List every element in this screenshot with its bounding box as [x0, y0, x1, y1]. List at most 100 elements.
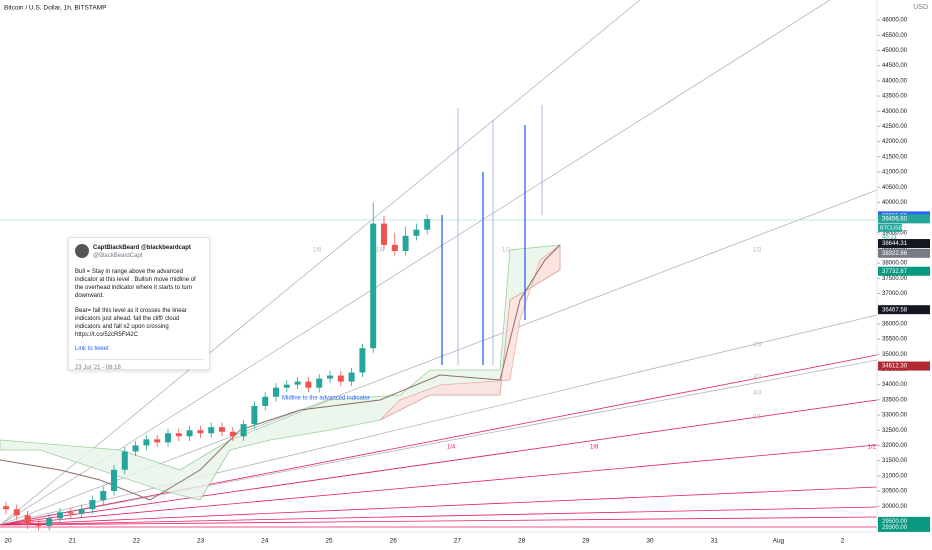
y-tick-label: 43000.00 [882, 109, 908, 115]
trendline [0, 314, 878, 526]
x-tick-label: 29 [582, 538, 590, 545]
candle-body [240, 424, 247, 437]
candle-body [121, 451, 128, 470]
y-tick-label: 33500.00 [882, 397, 908, 403]
annotation: 2/3 [753, 343, 762, 349]
price-label-box [878, 305, 930, 315]
candle-body [57, 512, 63, 519]
baseline [0, 244, 561, 501]
x-tick-label: 22 [133, 538, 141, 545]
symbol-tag-box [878, 223, 902, 232]
price-label: 36467.58 [882, 307, 908, 313]
candle-body [46, 518, 53, 526]
candle-body [13, 509, 20, 516]
candle-body [208, 427, 215, 434]
candle-body [327, 375, 333, 379]
annotation: 1/8 [313, 248, 322, 254]
avatar [75, 244, 89, 258]
trendline [0, 486, 878, 526]
y-tick-label: 40500.00 [882, 185, 908, 191]
x-tick-label: 21 [69, 538, 77, 545]
y-tick-label: 31000.00 [882, 473, 908, 479]
price-label: 39456.60 [882, 216, 908, 222]
y-tick-label: 44500.00 [882, 63, 908, 69]
y-tick-label: 45000.00 [882, 48, 908, 54]
x-tick-label: 23 [197, 538, 205, 545]
trendline [0, 0, 831, 526]
candle-body [262, 396, 269, 406]
annotation: 4/3 [753, 391, 762, 397]
y-tick-label: 32500.00 [882, 428, 908, 434]
candle-body [219, 427, 225, 432]
x-tick-label: 26 [390, 538, 398, 545]
y-tick-label: 30000.00 [882, 504, 908, 510]
y-tick-label: 37000.00 [882, 291, 908, 297]
x-tick-label: 24 [261, 538, 269, 545]
candle-body [391, 244, 398, 251]
tweet-text: Bear= fall this level as it crosses the … [75, 307, 187, 338]
price-label-box [878, 522, 930, 532]
x-tick-label: 31 [711, 538, 719, 545]
price-label-box [878, 266, 930, 276]
price-label: 34612.30 [882, 364, 908, 370]
candle-body [111, 469, 117, 491]
y-tick-label: 43500.00 [882, 94, 908, 100]
candle-body [100, 490, 107, 501]
price-label: 29300.00 [882, 525, 908, 531]
y-tick-label: 35000.00 [882, 352, 908, 358]
y-tick-label: 40000.00 [882, 200, 908, 206]
price-label-box [878, 239, 930, 249]
y-tick-label: 36000.00 [882, 321, 908, 327]
annotation: 8/1 [753, 415, 762, 421]
annotation: 3/3 [753, 375, 762, 381]
price-label: 37732.87 [882, 269, 908, 275]
axis-unit: USD [913, 4, 928, 11]
candle-body [337, 375, 344, 382]
candle-body [402, 235, 409, 251]
trendline [0, 354, 878, 526]
y-tick-label: 33000.00 [882, 413, 908, 419]
trendline [0, 506, 878, 526]
annotation: 1/2 [502, 248, 511, 254]
candle-body [413, 229, 420, 236]
candle-body [175, 433, 182, 437]
y-tick-label: 32000.00 [882, 443, 908, 449]
candle-body [143, 439, 150, 446]
candle-body [316, 378, 323, 388]
candle-body [89, 500, 96, 510]
price-label: 29500.00 [882, 519, 908, 525]
x-tick-label: 27 [454, 538, 462, 545]
y-tick-label: 39000.00 [882, 230, 908, 236]
tweet-text: Bull = Stay in range above the advanced … [75, 269, 196, 300]
trendline [0, 359, 878, 526]
y-tick-label: 42000.00 [882, 139, 908, 145]
candle-body [305, 381, 312, 388]
symbol-tag: BTCUSD [880, 225, 903, 231]
tweet-handle: @BlackBeardCapt [93, 253, 143, 260]
chart-title: Bitcoin / U.S. Dollar, 1h, BITSTAMP [4, 5, 106, 12]
y-tick-label: 30500.00 [882, 489, 908, 495]
y-tick-label: 42500.00 [882, 124, 908, 130]
x-tick-label: 20 [4, 538, 12, 545]
candle-body [348, 372, 355, 382]
y-tick-label: 34000.00 [882, 382, 908, 388]
candle-body [381, 223, 387, 245]
candle-body [35, 524, 42, 526]
tweet-link[interactable]: Link to tweet [75, 345, 109, 352]
price-label-box [878, 516, 930, 526]
price-label-box [878, 361, 930, 371]
trendline [0, 516, 878, 526]
y-tick-label: 41000.00 [882, 170, 908, 176]
y-tick-label: 38500.00 [882, 246, 908, 252]
trendline [0, 399, 878, 526]
candle-body [294, 381, 301, 385]
candle-body [165, 433, 171, 443]
y-tick-label: 45500.00 [882, 33, 908, 39]
y-tick-label: 31500.00 [882, 458, 908, 464]
x-tick-label: Aug [773, 538, 785, 545]
x-tick-label: 25 [325, 538, 333, 545]
candle-body [186, 430, 193, 437]
y-tick-label: 41500.00 [882, 154, 908, 160]
y-tick-label: 44000.00 [882, 78, 908, 84]
